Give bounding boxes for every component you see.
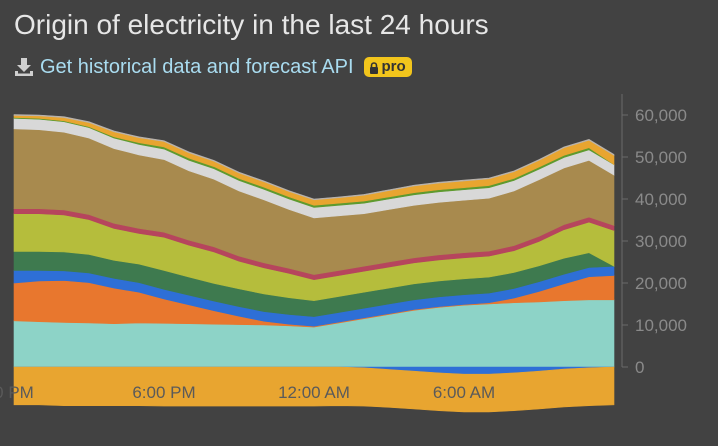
y-tick-label: 10,000 bbox=[635, 316, 687, 335]
area-series-10 bbox=[13, 114, 615, 201]
y-tick-label: 50,000 bbox=[635, 148, 687, 167]
x-tick-label: 0 PM bbox=[0, 383, 34, 402]
y-tick-label: 0 bbox=[635, 358, 644, 377]
x-tick-label: 12:00 AM bbox=[278, 383, 350, 402]
chart-x-axis: 0 PM 6:00 PM 12:00 AM 6:00 AM bbox=[0, 383, 495, 402]
chart-y-axis: 0 10,000 20,000 30,000 40,000 50,000 60,000 bbox=[621, 94, 687, 377]
download-icon bbox=[14, 57, 34, 77]
historical-data-api-link[interactable]: Get historical data and forecast API bbox=[40, 55, 354, 78]
negative-band-1 bbox=[13, 366, 615, 413]
x-tick-label: 6:00 AM bbox=[433, 383, 495, 402]
pro-badge[interactable]: pro bbox=[363, 57, 412, 77]
y-tick-label: 40,000 bbox=[635, 190, 687, 209]
pro-badge-label: pro bbox=[381, 58, 406, 75]
lock-icon bbox=[369, 61, 379, 74]
y-tick-label: 60,000 bbox=[635, 106, 687, 125]
y-tick-label: 20,000 bbox=[635, 274, 687, 293]
chart-negative-bands bbox=[13, 366, 615, 413]
chart-areas bbox=[13, 114, 616, 368]
y-tick-label: 30,000 bbox=[635, 232, 687, 251]
api-link-row[interactable]: Get historical data and forecast API pro bbox=[14, 54, 412, 80]
page-title: Origin of electricity in the last 24 hou… bbox=[14, 9, 489, 40]
x-tick-label: 6:00 PM bbox=[132, 383, 195, 402]
